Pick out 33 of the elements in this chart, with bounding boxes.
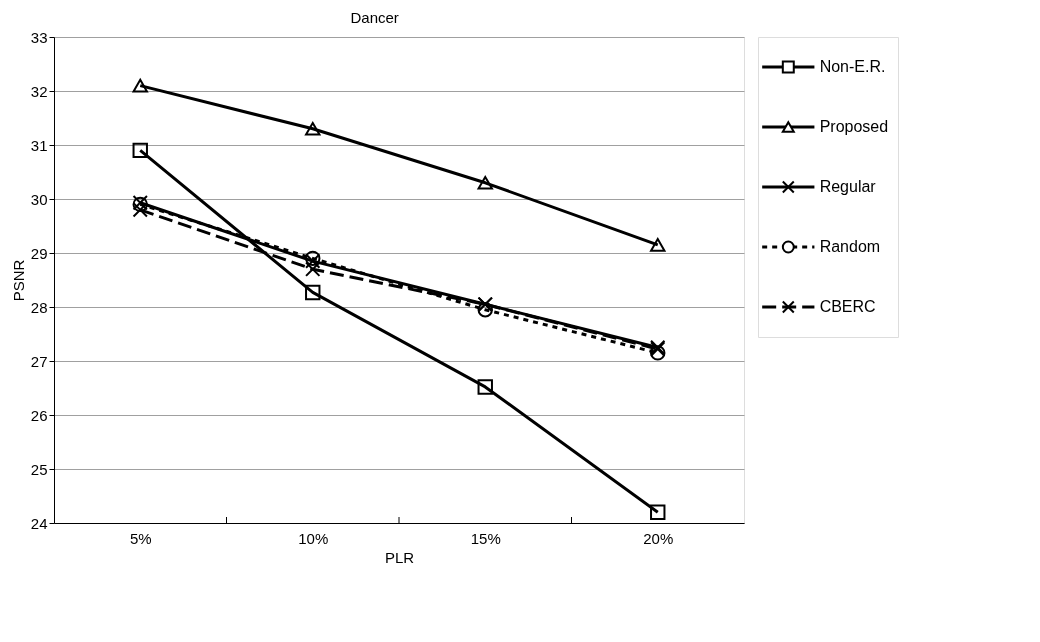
y-tick-label: 25 [30, 460, 48, 478]
legend-label: CBERC [819, 298, 876, 315]
point [650, 504, 666, 520]
y-tick-label: 30 [30, 190, 48, 208]
y-tick-label: 32 [30, 82, 48, 100]
y-tick-label: 29 [30, 244, 48, 262]
y-tick-label: 27 [30, 352, 48, 370]
x-axis-title: PLR [384, 548, 415, 566]
point [477, 379, 493, 395]
legend-label: Non-E.R. [819, 58, 886, 75]
y-tick-label: 24 [30, 514, 48, 532]
point [650, 238, 666, 252]
point [132, 78, 148, 93]
y-tick-label: 33 [30, 28, 48, 46]
point [305, 121, 321, 136]
x-tick-label: 15% [470, 529, 501, 547]
point [477, 175, 493, 190]
point [477, 302, 493, 318]
y-axis-title: PSNR [9, 259, 27, 302]
chart-title: Dancer [350, 8, 399, 26]
legend-label: Random [819, 238, 881, 255]
point [132, 142, 148, 159]
x-tick-label: 10% [298, 529, 329, 547]
legend-label: Proposed [819, 118, 889, 135]
x-tick-label: 20% [643, 529, 674, 547]
x-tick-label: 5% [129, 529, 152, 547]
y-tick-label: 28 [30, 298, 48, 316]
point [650, 345, 666, 361]
y-tick-label: 31 [30, 136, 48, 154]
y-tick-label: 26 [30, 406, 48, 424]
point [305, 261, 321, 277]
legend-label: Regular [819, 178, 877, 195]
point [305, 284, 321, 301]
